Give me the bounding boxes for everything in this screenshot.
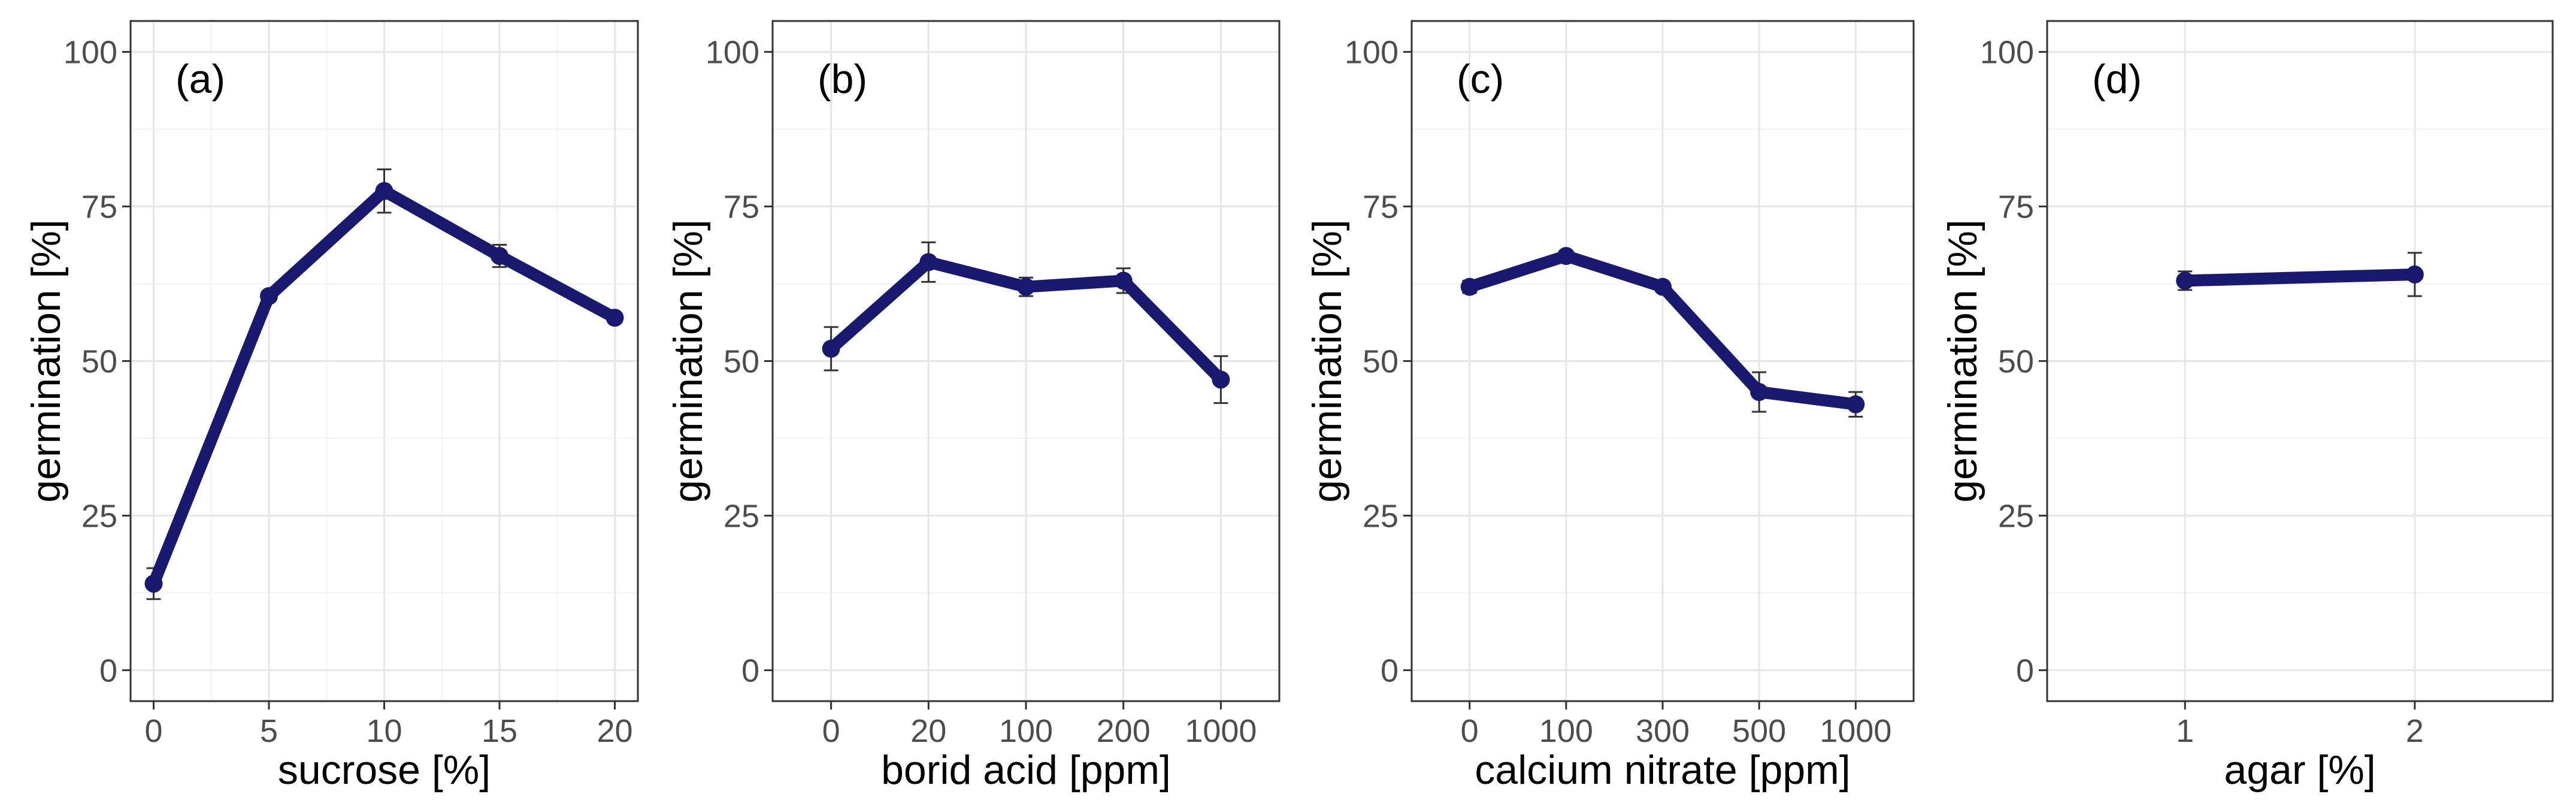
panel-b-data-point [822,339,840,358]
panel-b-label: (b) [818,56,867,102]
panel-a-data-point [260,287,278,306]
panel-b-y-tick-label: 100 [706,35,759,71]
panel-a-data-point [491,247,508,265]
panel-a-x-axis-title: sucrose [%] [278,747,491,793]
panel-b-y-tick-label: 50 [724,344,759,380]
panel-c-y-tick-label: 0 [1381,653,1399,689]
panel-c-x-tick-label: 0 [1461,713,1479,749]
panel-b-data-point [1212,370,1230,389]
panel-c-x-tick-label: 500 [1732,713,1786,749]
panel-b-x-tick-label: 100 [999,713,1053,749]
panel-d-x-tick-label: 1 [2176,713,2194,749]
panel-b-x-tick-label: 200 [1097,713,1151,749]
panel-c-y-tick-label: 75 [1363,189,1399,225]
panel-c-y-tick-label: 100 [1345,35,1399,71]
panel-d-y-tick-label: 75 [1998,189,2034,225]
panel-d-y-tick-label: 25 [1998,498,2034,534]
panel-b-x-tick-label: 1000 [1185,713,1257,749]
panel-a-label: (a) [175,56,225,102]
panel-d-series-line [2179,268,2421,287]
panel-c-data-point [1750,383,1769,402]
panel-d-x-tick-label: 2 [2406,713,2424,749]
panel-c-data-point [1847,395,1865,413]
panel-c-y-tick-label: 50 [1363,344,1399,380]
panel-c-data-point [1557,247,1575,265]
panel-a-x-tick-label: 5 [260,713,278,749]
panel-a-y-tick-label: 0 [99,653,117,689]
panel-d-data-point [2176,271,2194,290]
panel-a-x-tick-label: 10 [366,713,402,749]
panel-a-data-point [606,309,624,327]
panel-c-x-axis-title: calcium nitrate [ppm] [1475,747,1850,793]
panel-b-data-point [1114,271,1133,290]
panel-c-data-point [1654,277,1672,296]
panel-b-y-tick-label: 75 [724,189,759,225]
panel-d-data-point [2405,265,2424,284]
panel-d-y-tick-label: 100 [1980,35,2034,71]
panel-b-x-axis-title: borid acid [ppm] [881,747,1171,793]
panel-a-data-point [144,574,163,593]
panel-b-data-point [919,253,938,271]
panel-a: 0 25 50 75 100 0 5 10 15 20 (a) sucrose [%] germi… [23,20,639,793]
panel-a-x-tick-label: 20 [597,713,632,749]
panel-a-x-tick-label: 15 [482,713,517,749]
panel-d-label: (d) [2092,56,2142,102]
panel-c-y-axis-title: germination [%] [1304,219,1350,502]
panel-b-x-tick-label: 0 [822,713,840,749]
panel-b-y-tick-label: 25 [724,498,759,534]
panel-a-y-tick-label: 75 [81,189,117,225]
panel-c-label: (c) [1457,56,1504,102]
panel-d-y-tick-label: 0 [2016,653,2034,689]
panel-b-x-tick-label: 20 [910,713,946,749]
panel-d: 0 25 50 75 100 1 2 (d) agar [%] germination [%… [1940,20,2554,793]
panel-d-x-axis-title: agar [%] [2224,747,2375,793]
panel-b-y-axis-title: germination [%] [665,219,711,502]
panel-a-x-tick-label: 0 [144,713,162,749]
panel-a-y-tick-label: 100 [63,35,117,71]
panel-c-x-tick-label: 100 [1539,713,1593,749]
panel-c-data-point [1460,277,1479,296]
panel-c-y-tick-label: 25 [1363,498,1399,534]
panel-d-y-axis-title: germination [%] [1940,219,1985,502]
panel-a-data-point [375,182,393,200]
panel-a-y-tick-label: 25 [81,498,117,534]
panel-a-y-tick-label: 50 [81,344,117,380]
panel-b-y-tick-label: 0 [741,653,759,689]
panel-c-x-tick-label: 1000 [1820,713,1891,749]
panel-a-y-axis-title: germination [%] [23,219,69,502]
panel-c-x-tick-label: 300 [1636,713,1690,749]
panel-d-y-tick-label: 50 [1998,344,2034,380]
panel-b-data-point [1017,277,1035,296]
